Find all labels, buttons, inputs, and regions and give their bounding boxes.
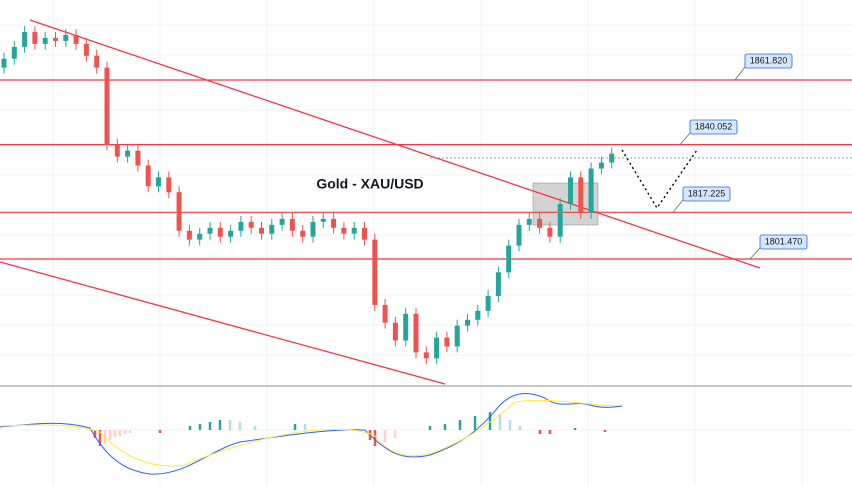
candle-body (598, 162, 604, 169)
level-label: 1817.225 (688, 188, 726, 198)
candle-body (444, 337, 450, 347)
candle-body (434, 337, 440, 359)
level-label: 1840.052 (695, 121, 733, 131)
candle-body (1, 58, 7, 68)
candle-body (125, 150, 131, 157)
label-leader (679, 132, 691, 145)
candle-body (73, 35, 79, 44)
candle-body (269, 224, 275, 234)
candle-body (372, 239, 378, 305)
candle-body (32, 32, 38, 44)
candle-body (331, 218, 337, 228)
candle-body (506, 245, 512, 273)
candle-body (156, 177, 161, 187)
candle-body (94, 55, 100, 68)
candle-body (362, 227, 367, 240)
candle-body (83, 43, 89, 56)
candle-body (547, 227, 553, 237)
candle-body (475, 310, 481, 320)
candle-body (217, 227, 223, 237)
trend-line (0, 261, 446, 385)
candle-body (11, 46, 17, 59)
label-leader (749, 247, 761, 260)
candle-body (413, 313, 419, 353)
candle-body (289, 218, 295, 231)
level-label-box (682, 186, 731, 202)
candle-body (578, 177, 584, 213)
candle-body (403, 313, 409, 341)
candle-body (392, 322, 398, 341)
candle-body (238, 221, 244, 231)
candle-body (485, 296, 491, 311)
candle-body (568, 177, 573, 205)
candle-body (259, 227, 264, 234)
levels: 1861.820 1840.052 1817.225 1801.470 (0, 53, 852, 260)
candle-body (135, 150, 141, 166)
candle-body (114, 144, 120, 157)
candle-body (197, 233, 203, 240)
candle-body (609, 153, 615, 163)
candle-body (557, 204, 563, 237)
candle-body (516, 224, 522, 246)
candle-body (495, 272, 501, 297)
candle-body (465, 319, 470, 326)
candle-body (320, 218, 326, 222)
candle-body (300, 230, 306, 237)
candle-body (228, 230, 234, 237)
candle-body (382, 304, 388, 323)
label-leader (734, 66, 746, 81)
candle-body (526, 218, 532, 225)
label-leader (672, 199, 684, 213)
candle-body (588, 168, 594, 213)
candle-body (207, 227, 213, 234)
candle-body (104, 67, 110, 145)
candle-body (42, 37, 48, 44)
candle-body (186, 230, 192, 240)
macd-pane (0, 393, 623, 475)
candle-body (176, 192, 182, 231)
candle-body (22, 32, 28, 47)
candle-body (351, 227, 357, 234)
candle-body (145, 165, 151, 187)
candle-body (248, 221, 254, 228)
candle-body (454, 325, 460, 347)
candle-body (537, 218, 543, 228)
level-label-box (744, 53, 793, 69)
level-label-box (689, 119, 738, 135)
level-label: 1861.820 (750, 55, 788, 65)
candle-body (63, 35, 69, 41)
level-label-box (759, 234, 808, 250)
candle-body (53, 37, 58, 41)
candle-body (423, 352, 429, 359)
candle-body (279, 218, 285, 225)
highlight-box (532, 182, 599, 226)
candle-body (166, 177, 172, 193)
candle-body (310, 221, 316, 237)
level-label: 1801.470 (765, 236, 803, 246)
chart-title: Gold - XAU/USD (316, 176, 423, 192)
candle-body (341, 227, 347, 234)
candles (1, 26, 615, 365)
